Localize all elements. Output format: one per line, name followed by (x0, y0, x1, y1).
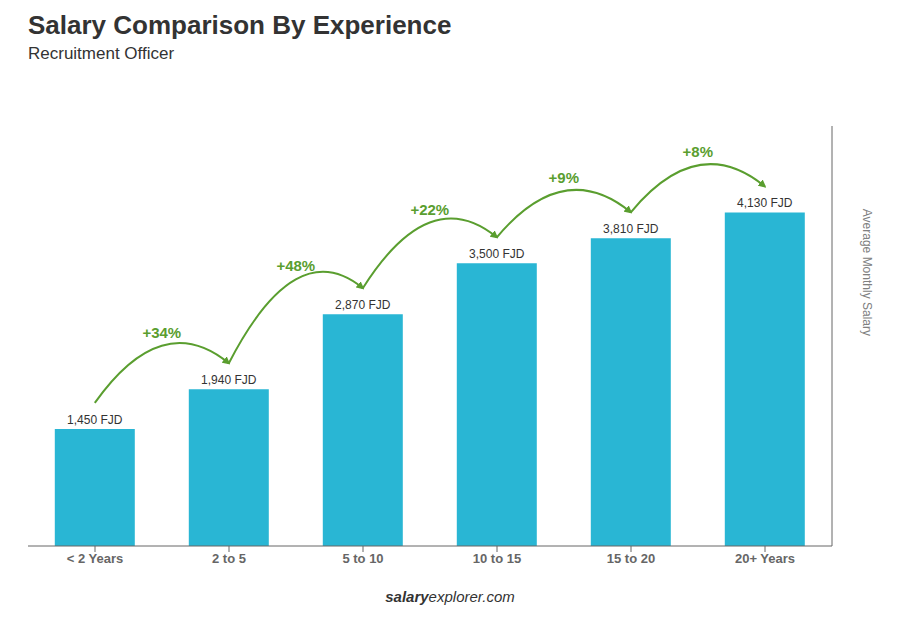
svg-text:3,500 FJD: 3,500 FJD (469, 247, 525, 261)
svg-text:1,450 FJD: 1,450 FJD (67, 413, 123, 427)
svg-text:< 2 Years: < 2 Years (67, 551, 124, 566)
svg-text:2,870 FJD: 2,870 FJD (335, 298, 391, 312)
svg-text:2 to 5: 2 to 5 (212, 551, 246, 566)
svg-text:+8%: +8% (683, 143, 713, 160)
html-text:Recruitment Officer: Recruitment Officer (28, 44, 175, 63)
svg-text:+48%: +48% (276, 257, 315, 274)
svg-text:10 to 15: 10 to 15 (473, 551, 521, 566)
html-text:Salary Comparison By Experienc: Salary Comparison By Experience (28, 10, 452, 40)
svg-text:4,130 FJD: 4,130 FJD (737, 196, 793, 210)
svg-text:+22%: +22% (410, 201, 449, 218)
svg-text:+34%: +34% (142, 324, 181, 341)
svg-text:20+ Years: 20+ Years (735, 551, 795, 566)
svg-text:+9%: +9% (549, 169, 579, 186)
svg-text:5 to 10: 5 to 10 (342, 551, 383, 566)
svg-text:3,810 FJD: 3,810 FJD (603, 222, 659, 236)
html-text:salary explorer.com: salary explorer.com (385, 588, 515, 605)
svg-text:15 to 20: 15 to 20 (607, 551, 655, 566)
svg-text:Average Monthly Salary: Average Monthly Salary (860, 209, 874, 336)
svg-text:1,940 FJD: 1,940 FJD (201, 373, 257, 387)
